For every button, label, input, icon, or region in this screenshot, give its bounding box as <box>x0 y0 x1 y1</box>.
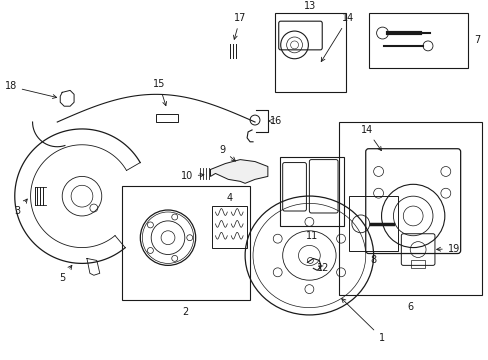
Text: 7: 7 <box>473 35 480 45</box>
Text: 14: 14 <box>321 13 353 62</box>
Text: 9: 9 <box>219 145 235 161</box>
Text: 1: 1 <box>341 298 384 343</box>
Text: 19: 19 <box>436 244 459 253</box>
Text: 5: 5 <box>59 265 72 283</box>
Bar <box>410 260 424 268</box>
Bar <box>368 13 467 68</box>
Text: 2: 2 <box>183 307 188 317</box>
Bar <box>211 206 246 248</box>
Text: 18: 18 <box>4 81 57 98</box>
Text: 4: 4 <box>226 193 232 203</box>
Text: 10: 10 <box>180 171 203 181</box>
Text: 14: 14 <box>360 125 381 150</box>
Text: 6: 6 <box>407 302 413 312</box>
Bar <box>274 13 345 93</box>
Text: 3: 3 <box>15 199 27 216</box>
Bar <box>156 114 178 122</box>
Text: 8: 8 <box>370 256 376 265</box>
Text: 11: 11 <box>305 231 317 241</box>
Text: 13: 13 <box>304 1 316 12</box>
Bar <box>122 186 249 300</box>
Bar <box>338 122 482 295</box>
Text: 16: 16 <box>269 116 282 126</box>
Bar <box>348 196 398 251</box>
Text: 12: 12 <box>317 264 329 273</box>
Text: 15: 15 <box>153 80 166 105</box>
Text: 17: 17 <box>233 13 246 39</box>
Polygon shape <box>210 159 267 183</box>
Bar <box>279 157 343 226</box>
